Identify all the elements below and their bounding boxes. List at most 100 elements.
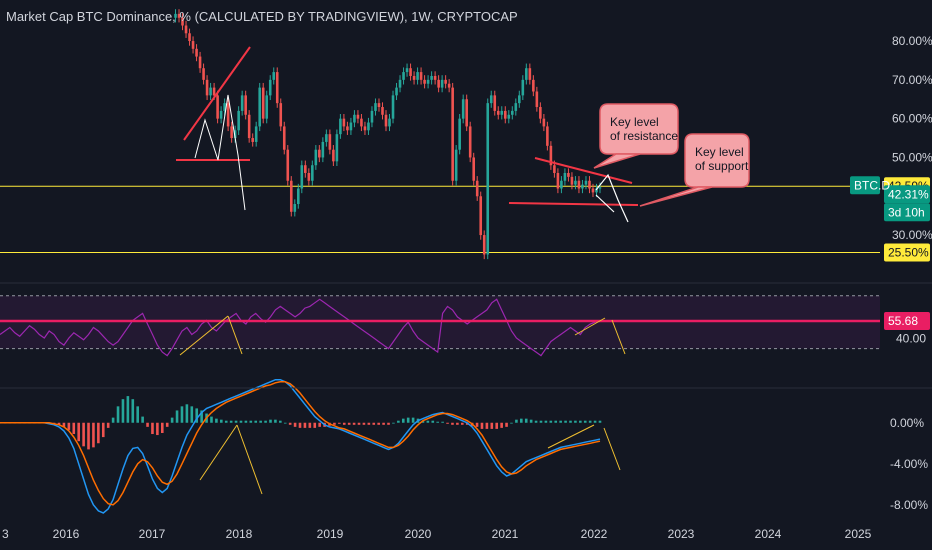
candle-body <box>546 126 549 146</box>
candle-body <box>528 68 532 80</box>
candle-body <box>465 99 468 127</box>
candle-body <box>444 79 447 84</box>
macd-histogram-bar <box>421 420 425 423</box>
macd-histogram-bar <box>210 416 213 423</box>
candle-body <box>212 87 216 96</box>
candle-body <box>451 87 454 181</box>
candle-body <box>216 95 219 119</box>
macd-histogram-bar <box>318 422 321 427</box>
candle-body <box>542 118 546 127</box>
macd-histogram-bar <box>239 420 243 423</box>
candle-body <box>486 103 490 255</box>
candle-body <box>412 75 416 80</box>
macd-histogram-bar <box>283 422 287 424</box>
candle-body <box>233 130 237 139</box>
macd-histogram-bar <box>579 420 582 423</box>
macd-histogram-bar <box>554 420 558 423</box>
x-tick-label: 2018 <box>226 527 253 541</box>
macd-histogram-bar <box>451 422 454 425</box>
candle-body <box>518 95 521 104</box>
macd-histogram-bar <box>160 422 164 433</box>
resistance-callout-text: Key level <box>610 115 659 129</box>
candle-body <box>198 56 202 69</box>
candle-body <box>272 72 276 80</box>
support-callout-text: Key level <box>695 145 744 159</box>
macd-y-label: 0.00% <box>890 416 924 430</box>
macd-y-label: -8.00% <box>890 498 928 512</box>
macd-histogram-bar <box>456 422 459 425</box>
macd-histogram-bar <box>200 410 203 423</box>
macd-histogram-bar <box>500 422 503 428</box>
macd-histogram-bar <box>215 418 218 423</box>
macd-line <box>0 378 601 514</box>
candle-body <box>223 103 226 111</box>
macd-histogram-bar <box>106 422 110 428</box>
candle-body <box>177 13 181 18</box>
current-price-label-bg <box>884 185 930 204</box>
macd-histogram-bar <box>495 422 499 429</box>
candle-body <box>426 79 430 84</box>
macd-histogram-bar <box>121 399 125 423</box>
macd-panel[interactable] <box>0 378 602 514</box>
macd-histogram-bar <box>436 421 440 423</box>
divergence-line <box>236 424 263 495</box>
x-tick-label: 3 <box>2 527 9 541</box>
candle-body <box>360 118 363 127</box>
macd-histogram-bar <box>303 422 307 428</box>
x-tick-label: 2024 <box>755 527 782 541</box>
candle-body <box>479 196 483 236</box>
x-tick-label: 2021 <box>492 527 519 541</box>
y-tick-label: 80.00% <box>892 34 932 48</box>
divergence-line <box>227 315 243 355</box>
divergence-line <box>179 315 229 356</box>
candle-body <box>356 114 360 119</box>
candle-body <box>423 79 426 84</box>
candle-body <box>237 110 240 131</box>
candle-body <box>370 110 374 123</box>
candle-body <box>296 188 300 205</box>
candle-body <box>532 79 535 92</box>
macd-histogram-bar <box>92 422 95 448</box>
candle-body <box>591 188 595 193</box>
candle-body <box>258 87 262 127</box>
countdown-label: 3d 10h <box>888 205 925 219</box>
resistance-callout-pointer <box>593 153 641 169</box>
candle-body <box>405 68 409 73</box>
macd-histogram-bar <box>111 417 115 423</box>
macd-histogram-bar <box>392 422 395 424</box>
candle-body <box>219 110 223 119</box>
candle-body <box>503 110 507 119</box>
candle-body <box>381 107 384 115</box>
candle-body <box>549 145 553 166</box>
candle-body <box>388 118 391 127</box>
candle-body <box>510 110 514 115</box>
candle-body <box>556 172 560 189</box>
candle-body <box>409 68 412 76</box>
macd-histogram-bar <box>515 419 518 423</box>
macd-histogram-bar <box>539 420 543 423</box>
macd-histogram-bar <box>510 422 513 424</box>
macd-histogram-bar <box>559 420 562 423</box>
macd-histogram-bar <box>229 420 233 423</box>
candle-body <box>395 87 398 96</box>
macd-histogram-bar <box>505 422 508 427</box>
candle-body <box>181 17 184 26</box>
candle-body <box>367 122 370 131</box>
rsi-panel[interactable] <box>0 295 880 357</box>
macd-histogram-bar <box>136 406 140 423</box>
price-panel[interactable] <box>0 9 880 260</box>
candle-body <box>321 141 325 158</box>
candle-body <box>328 134 332 150</box>
candle-body <box>289 180 293 212</box>
projection-path <box>595 194 615 213</box>
current-price-label: 42.31% <box>888 187 929 201</box>
candle-body <box>433 75 437 80</box>
macd-histogram-bar <box>279 420 282 423</box>
level-label-bg <box>884 243 930 262</box>
candle-body <box>468 126 472 158</box>
y-tick-label: 70.00% <box>892 73 932 87</box>
candle-body <box>275 72 279 104</box>
macd-histogram-bar <box>564 420 567 423</box>
